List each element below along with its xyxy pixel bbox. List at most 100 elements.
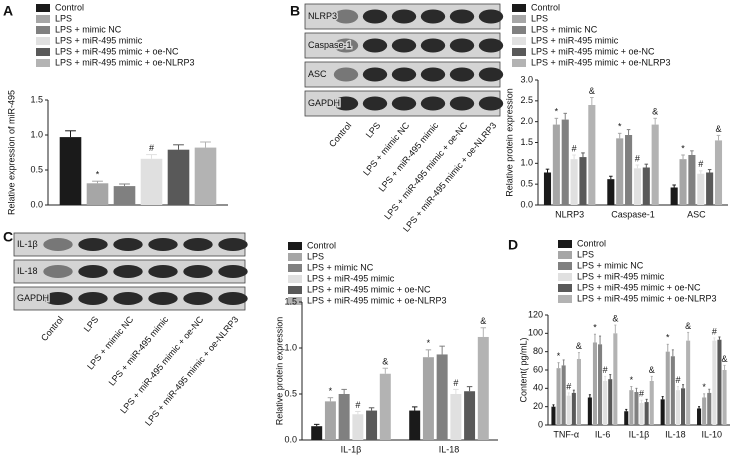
significance-label: # <box>712 326 717 336</box>
bar <box>379 373 391 440</box>
legend-swatch <box>512 59 526 67</box>
legend-label: LPS + miR-495 mimic <box>307 273 395 283</box>
blot-band <box>478 9 504 24</box>
bar <box>639 403 644 425</box>
y-axis-label: Content( pg/mL) <box>518 337 528 402</box>
y-tick-label: 1.5 <box>284 296 297 306</box>
bar <box>670 187 678 205</box>
legend-label: LPS <box>307 251 324 261</box>
legend-label: LPS + mimic NC <box>55 24 122 34</box>
blot-band <box>362 38 388 53</box>
y-tick-label: 1.5 <box>30 94 43 104</box>
lane-label: LPS <box>82 314 101 333</box>
blot-band <box>391 67 417 82</box>
bar <box>570 159 578 205</box>
significance-label: * <box>427 338 431 348</box>
bar <box>561 365 566 425</box>
blot-row-label: GAPDH <box>17 293 49 303</box>
y-tick-label: 0 <box>538 419 543 429</box>
panel-letter: C <box>3 229 13 245</box>
significance-label: * <box>593 323 597 333</box>
bar <box>422 357 434 440</box>
y-axis-label: Relative protein expression <box>504 88 514 197</box>
x-tick-label: IL-6 <box>595 429 611 439</box>
y-tick-label: 40 <box>533 383 543 393</box>
blot-band <box>449 96 475 111</box>
significance-label: # <box>635 153 640 163</box>
bar <box>634 392 639 425</box>
blot-row-label: ASC <box>308 69 327 79</box>
x-tick-label: IL-18 <box>439 444 460 454</box>
lane-label: Control <box>327 120 353 149</box>
blot-band <box>113 238 143 251</box>
blot-band <box>183 238 213 251</box>
blot-band <box>391 9 417 24</box>
legend-label: LPS + miR-495 mimic <box>577 271 665 281</box>
significance-label: & <box>722 354 728 364</box>
blot-band <box>148 292 178 305</box>
bar <box>633 168 641 205</box>
significance-label: * <box>630 375 634 385</box>
bar <box>566 395 571 425</box>
bar <box>665 351 670 425</box>
blot-band <box>218 292 248 305</box>
blot-band <box>333 96 359 111</box>
blot-band <box>420 9 446 24</box>
blot-band <box>218 238 248 251</box>
legend-label: LPS + mimic NC <box>307 262 374 272</box>
bar <box>352 414 364 440</box>
significance-label: & <box>382 357 388 367</box>
legend-label: Control <box>577 238 606 248</box>
x-tick-label: ASC <box>687 209 706 219</box>
y-tick-label: 120 <box>528 309 543 319</box>
x-tick-label: Caspase-1 <box>611 209 655 219</box>
blot-band <box>449 9 475 24</box>
blot-band <box>391 38 417 53</box>
significance-label: # <box>453 378 458 388</box>
blot-band <box>420 96 446 111</box>
legend-swatch <box>512 48 526 56</box>
y-tick-label: 2.0 <box>520 116 533 126</box>
y-tick-label: 0.0 <box>284 434 297 444</box>
significance-label: * <box>557 351 561 361</box>
bar <box>464 391 476 440</box>
y-axis-label: Relative expression of miR-495 <box>6 90 16 215</box>
x-tick-label: NLRP3 <box>555 209 584 219</box>
legend-label: LPS + mimic NC <box>531 24 598 34</box>
legend-label: LPS + miR-495 mimic + oe-NLRP3 <box>55 57 195 67</box>
y-axis-label: Relative protein expression <box>274 317 284 426</box>
bar <box>551 406 556 425</box>
significance-label: * <box>618 122 622 132</box>
bar <box>552 124 560 205</box>
bar <box>167 149 190 205</box>
legend-label: LPS <box>577 249 594 259</box>
bar <box>587 397 592 425</box>
significance-label: & <box>589 86 595 96</box>
significance-label: # <box>355 400 360 410</box>
blot-band <box>78 265 108 278</box>
blot-band <box>449 38 475 53</box>
x-tick-label: IL-1β <box>341 444 362 454</box>
legend-swatch <box>512 4 526 12</box>
legend-swatch <box>558 240 572 248</box>
blot-band <box>43 265 73 278</box>
blot-band <box>391 96 417 111</box>
bar <box>409 410 421 440</box>
legend-swatch <box>512 15 526 23</box>
bar <box>679 159 687 205</box>
bar <box>670 356 675 425</box>
bar <box>613 333 618 425</box>
blot-row-label: IL-18 <box>17 266 38 276</box>
y-tick-label: 20 <box>533 401 543 411</box>
blot-band <box>113 292 143 305</box>
significance-label: & <box>652 107 658 117</box>
bar <box>598 344 603 425</box>
bar <box>477 336 489 440</box>
bar <box>592 342 597 425</box>
legend-swatch <box>558 295 572 303</box>
y-tick-label: 1.0 <box>284 342 297 352</box>
significance-label: & <box>649 365 655 375</box>
bar <box>194 147 217 205</box>
blot-band <box>183 292 213 305</box>
